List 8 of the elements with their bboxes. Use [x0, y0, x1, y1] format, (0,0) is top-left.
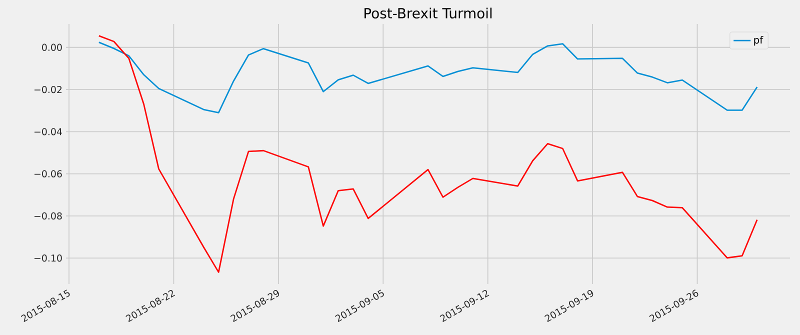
- y-tick-label: −0.06: [34, 170, 62, 178]
- y-tick-label: −0.10: [34, 254, 62, 262]
- y-tick-label: −0.08: [34, 212, 62, 220]
- chart-title: Post-Brexit Turmoil: [364, 8, 492, 19]
- y-tick-label: −0.04: [34, 128, 62, 136]
- y-tick-label: −0.02: [34, 86, 62, 94]
- legend-label: pf: [754, 36, 764, 46]
- y-tick-label: 0.00: [42, 44, 62, 51]
